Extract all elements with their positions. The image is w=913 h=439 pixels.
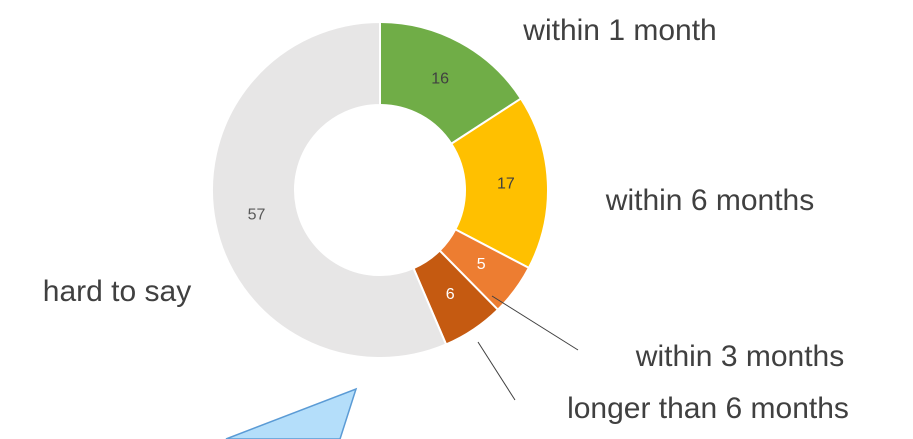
- data-label: 17: [497, 175, 515, 192]
- data-label: 16: [431, 71, 449, 88]
- donut-segment: [211, 20, 448, 359]
- leader-line: [477, 341, 516, 401]
- callout-shape: [225, 387, 358, 439]
- leader-line: [491, 295, 579, 351]
- category-label: longer than 6 months: [567, 392, 849, 425]
- data-label: 6: [446, 286, 455, 303]
- data-label: 57: [248, 207, 266, 224]
- category-label: within 3 months: [635, 340, 844, 373]
- donut-segment: [449, 97, 549, 270]
- data-label: 5: [477, 256, 486, 273]
- category-label: within 1 month: [522, 14, 716, 47]
- category-label: hard to say: [43, 275, 191, 308]
- category-label: within 6 months: [605, 184, 814, 217]
